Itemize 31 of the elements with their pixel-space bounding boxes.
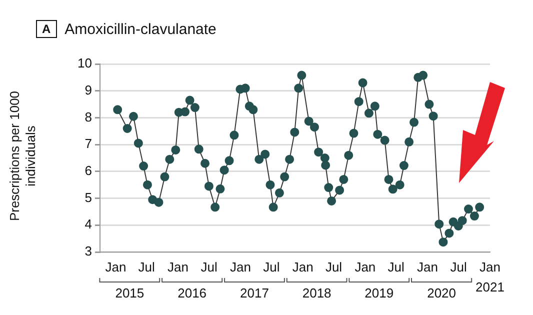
x-tick-label: Jan [354, 259, 376, 274]
x-tick-label: Jul [388, 259, 405, 274]
x-tick-label: Jan [168, 259, 189, 274]
y-tick-label: 10 [78, 56, 92, 71]
x-tick-label: Jan [292, 259, 314, 274]
x-tick-label: Jul [325, 259, 342, 274]
x-tick-label: Jan [230, 259, 252, 274]
text: 2020 [427, 286, 456, 301]
text: A [36, 20, 57, 38]
y-tick-label: 6 [84, 163, 92, 178]
x-tick-label: Jul [138, 259, 156, 274]
x-tick-label: Jan [417, 259, 438, 274]
y-tick-label: 4 [84, 216, 92, 232]
text: 2015 [115, 286, 144, 301]
x-tick-label: Jan [480, 259, 500, 274]
text: 2018 [302, 286, 332, 301]
text: 2016 [178, 286, 207, 301]
x-tick-label: Jul [450, 259, 467, 274]
y-tick-label: 3 [84, 244, 92, 259]
text: 2017 [240, 286, 269, 301]
y-tick-label: 7 [84, 136, 92, 152]
x-tick-label: Jul [200, 259, 218, 274]
y-tick-label: 9 [84, 82, 92, 98]
x-tick-label: Jul [263, 259, 280, 274]
text: 2019 [364, 286, 394, 301]
chart-title: Amoxicillin-clavulanate [64, 20, 216, 38]
x-tick-label: Jan [105, 259, 126, 274]
y-tick-label: 8 [84, 109, 92, 124]
y-tick-label: 5 [84, 190, 92, 205]
y-axis-title: Prescriptions per 1000 individuals [7, 90, 39, 224]
text: 2021 [476, 280, 504, 295]
